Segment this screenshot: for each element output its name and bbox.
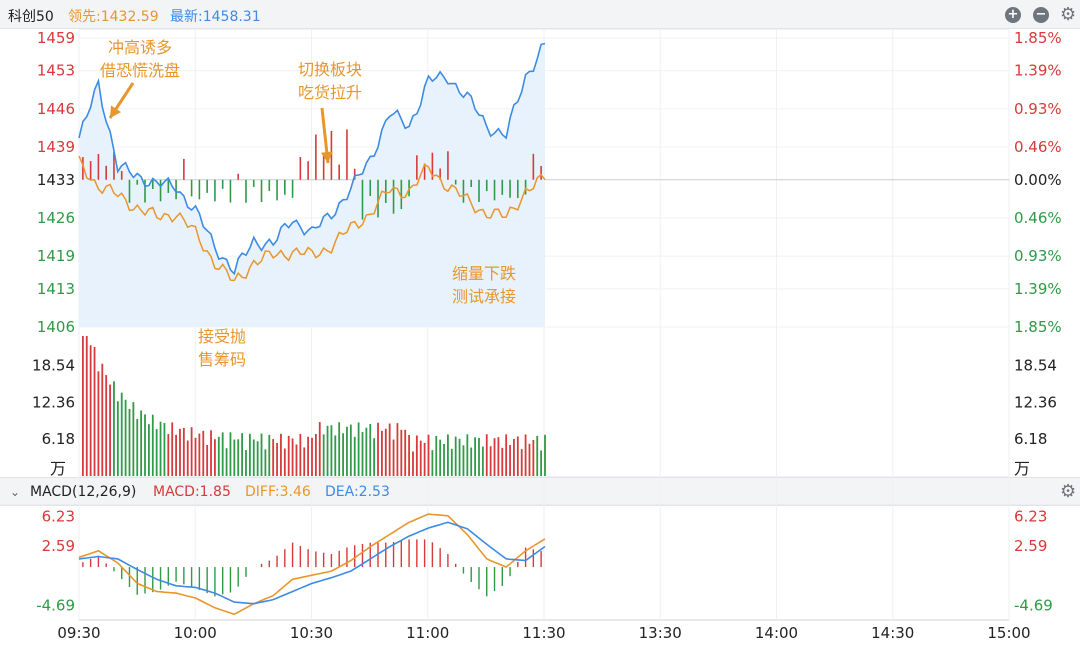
latest-line bbox=[78, 42, 546, 276]
zoom-in-icon[interactable]: + bbox=[1005, 7, 1021, 23]
annotation-1: 冲高诱多 借恐慌洗盘 bbox=[100, 36, 180, 82]
volume-tick-right: 6.18 bbox=[1014, 430, 1047, 448]
y-tick-left: 1406 bbox=[37, 318, 75, 336]
volume-tick-right: 12.36 bbox=[1014, 393, 1057, 411]
annotation-2: 切换板块 吃货拉升 bbox=[298, 58, 362, 104]
volume-unit-left: 万 bbox=[50, 459, 66, 478]
zoom-out-icon[interactable]: − bbox=[1033, 7, 1049, 23]
volume-tick-right: 18.54 bbox=[1014, 357, 1057, 375]
gear-icon[interactable]: ⚙ bbox=[1060, 481, 1077, 502]
volume-tick-left: 12.36 bbox=[32, 393, 75, 411]
annotation-text: 接受抛 bbox=[198, 327, 247, 346]
y-tick-left: 1413 bbox=[37, 280, 75, 298]
diff-line bbox=[78, 513, 546, 616]
x-tick-label: 11:00 bbox=[406, 624, 449, 642]
lead-line bbox=[78, 155, 546, 282]
dea-value: DEA:2.53 bbox=[325, 484, 390, 500]
x-tick-label: 13:30 bbox=[639, 624, 682, 642]
volume-tick-left: 6.18 bbox=[42, 430, 75, 448]
y-tick-right: 0.93% bbox=[1014, 100, 1062, 118]
y-tick-right: 0.46% bbox=[1014, 209, 1062, 227]
macd-tick-right: -4.69 bbox=[1014, 596, 1053, 614]
macd-tick-left: 6.23 bbox=[42, 507, 75, 525]
y-tick-left: 1446 bbox=[37, 100, 75, 118]
annotation-text: 缩量下跌 bbox=[452, 264, 517, 283]
macd-label: MACD(12,26,9) bbox=[30, 484, 137, 500]
annotation-text: 吃货拉升 bbox=[298, 83, 363, 102]
x-tick-label: 14:00 bbox=[755, 624, 798, 642]
x-tick-label: 10:30 bbox=[290, 624, 333, 642]
macd-value: MACD:1.85 bbox=[153, 484, 231, 500]
annotation-text: 售筹码 bbox=[198, 350, 247, 369]
x-tick-label: 14:30 bbox=[871, 624, 914, 642]
x-tick-label: 11:30 bbox=[522, 624, 565, 642]
annotation-text: 冲高诱多 bbox=[108, 38, 173, 57]
y-tick-right: 1.85% bbox=[1014, 318, 1062, 336]
dea-line bbox=[78, 521, 546, 605]
x-tick-label: 09:30 bbox=[57, 624, 100, 642]
chart-header: 科创50 领先:1432.59 最新:1458.31 + − ⚙ bbox=[0, 0, 1080, 29]
macd-tick-left: 2.59 bbox=[42, 537, 75, 555]
annotation-4: 接受抛 售筹码 bbox=[198, 325, 246, 371]
index-name: 科创50 bbox=[8, 9, 54, 25]
annotation-arrow-1-head bbox=[110, 105, 122, 118]
y-tick-right: 0.00% bbox=[1014, 171, 1062, 189]
diff-value: DIFF:3.46 bbox=[245, 484, 311, 500]
chevron-down-icon[interactable]: ⌄ bbox=[10, 485, 21, 499]
annotation-text: 借恐慌洗盘 bbox=[100, 61, 181, 80]
y-tick-right: 0.46% bbox=[1014, 138, 1062, 156]
latest-value: 最新:1458.31 bbox=[170, 9, 261, 25]
annotation-text: 切换板块 bbox=[298, 60, 363, 79]
macd-tick-left: -4.69 bbox=[36, 596, 75, 614]
annotation-3: 缩量下跌 测试承接 bbox=[452, 262, 516, 308]
volume-unit-right: 万 bbox=[1014, 459, 1030, 478]
y-tick-left: 1426 bbox=[37, 209, 75, 227]
x-tick-label: 15:00 bbox=[987, 624, 1030, 642]
macd-tick-right: 2.59 bbox=[1014, 537, 1047, 555]
y-tick-left: 1439 bbox=[37, 138, 75, 156]
volume-tick-left: 18.54 bbox=[32, 357, 75, 375]
y-tick-left: 1459 bbox=[37, 29, 75, 47]
y-tick-right: 1.39% bbox=[1014, 62, 1062, 80]
macd-tick-right: 6.23 bbox=[1014, 507, 1047, 525]
y-tick-right: 1.85% bbox=[1014, 29, 1062, 47]
y-tick-left: 1419 bbox=[37, 247, 75, 265]
y-tick-left: 1433 bbox=[37, 171, 75, 189]
y-tick-right: 1.39% bbox=[1014, 280, 1062, 298]
lead-value: 领先:1432.59 bbox=[68, 9, 159, 25]
gear-icon[interactable]: ⚙ bbox=[1060, 4, 1077, 25]
x-tick-label: 10:00 bbox=[174, 624, 217, 642]
annotation-arrow-2-head bbox=[320, 151, 333, 163]
price-area bbox=[79, 43, 545, 327]
y-tick-right: 0.93% bbox=[1014, 247, 1062, 265]
annotation-text: 测试承接 bbox=[452, 287, 517, 306]
y-tick-left: 1453 bbox=[37, 62, 75, 80]
